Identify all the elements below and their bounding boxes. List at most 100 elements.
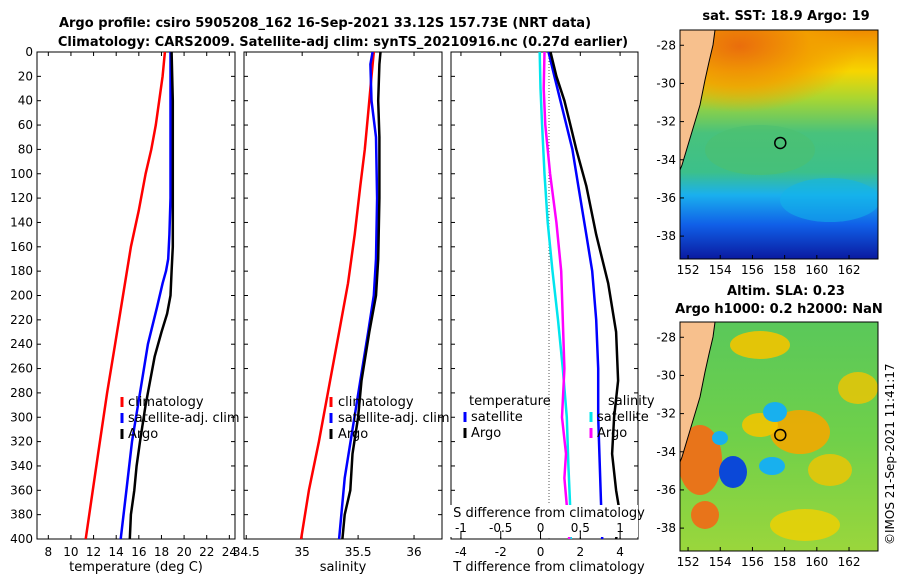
sst-map-frame (679, 29, 879, 260)
map-y-tick-label: -32 (656, 115, 676, 129)
salinity-xlabel: salinity (320, 560, 367, 575)
legend-label-argo: Argo (128, 427, 158, 442)
top-x-tick-label: -1 (455, 521, 467, 535)
y-tick-label: 200 (10, 289, 33, 303)
sla-eddy-negative (719, 456, 747, 488)
y-tick-label: 300 (10, 410, 33, 424)
y-tick-label: 20 (18, 69, 33, 83)
series-line-s-satellite (538, 52, 573, 539)
series-line-argo (128, 52, 175, 539)
y-tick-label: 60 (18, 118, 33, 132)
y-tick-label: 240 (10, 337, 33, 351)
difference-xlabel: T difference from climatology (452, 560, 645, 575)
legend-label-climatology: climatology (128, 395, 204, 410)
x-tick-label: 8 (44, 545, 52, 559)
land-mass (680, 322, 715, 462)
series-line-satellite-adj-clim (337, 52, 379, 539)
x-tick-label: 20 (176, 545, 191, 559)
sla-map-title-2: Argo h1000: 0.2 h2000: NaN (675, 302, 883, 317)
map-x-tick-label: 154 (709, 263, 732, 277)
timestamp: ©IMOS 21-Sep-2021 11:41:17 (883, 363, 897, 545)
x-tick-label: 22 (199, 545, 214, 559)
difference-lines (538, 52, 622, 539)
map-y-tick-label: -32 (656, 407, 676, 421)
sla-eddy-negative (712, 431, 728, 445)
map-x-tick-label: 156 (741, 263, 764, 277)
map-x-tick-label: 162 (838, 263, 861, 277)
sla-eddy-negative (759, 457, 785, 475)
map-y-tick-label: -38 (656, 229, 676, 243)
sla-eddy-positive (770, 509, 840, 541)
title-line-2: Climatology: CARS2009. Satellite-adj cli… (58, 35, 628, 50)
x-tick-label: 2 (576, 545, 584, 559)
map-y-tick-label: -36 (656, 191, 676, 205)
y-tick-label: 180 (10, 264, 33, 278)
map-x-tick-label: 162 (838, 555, 861, 569)
sst-map: 152 154 156 158 160 162 -28 -30 -32 -34 -36 -38 (656, 29, 879, 277)
legend-label-t-argo: Argo (471, 426, 501, 441)
sla-map: 152 154 156 158 160 162 -28 -30 -32 -34 -36 -38 (656, 321, 879, 569)
coastline (680, 30, 716, 171)
series-line-t-satellite (547, 52, 604, 539)
x-tick-label: 35 (295, 545, 310, 559)
map-y-tick-label: -28 (656, 38, 676, 52)
y-tick-label: 360 (10, 483, 33, 497)
legend-label-s-argo: Argo (597, 426, 627, 441)
map-x-tick-label: 152 (677, 555, 700, 569)
difference-panel-frame (450, 51, 639, 540)
salinity-panel-frame (243, 51, 443, 540)
series-line-s-argo (542, 52, 571, 539)
x-tick-label: 36 (406, 545, 421, 559)
sla-map-frame (679, 321, 879, 552)
series-line-climatology (84, 52, 167, 539)
map-x-tick-label: 156 (741, 555, 764, 569)
legend-label-satellite: satellite-adj. clim (128, 411, 240, 426)
salinity-ticks: 34.5 35 35.5 36 (233, 51, 442, 559)
map-x-tick-label: 160 (805, 263, 828, 277)
series-line-climatology (299, 52, 376, 539)
sla-eddy-positive (838, 372, 878, 404)
x-tick-label: 0 (537, 545, 545, 559)
sla-eddy-positive (680, 425, 722, 495)
argo-location-marker (774, 428, 787, 442)
sst-warm-core (680, 30, 878, 140)
sla-map-ticks: 152 154 156 158 160 162 -28 -30 -32 -34 -36 -38 (656, 330, 860, 569)
land-mass (680, 30, 715, 170)
sla-eddy-negative (763, 402, 787, 422)
map-y-tick-label: -34 (656, 153, 676, 167)
coastline (680, 322, 716, 463)
salinity-legend: climatology satellite-adj. clim Argo (329, 395, 450, 442)
sla-map-title-1: Altim. SLA: 0.23 (727, 284, 845, 299)
map-y-tick-label: -38 (656, 521, 676, 535)
argo-location-marker (774, 136, 787, 150)
y-tick-label: 220 (10, 313, 33, 327)
x-tick-label: 14 (109, 545, 124, 559)
top-x-tick-label: 0 (537, 521, 545, 535)
y-tick-label: 280 (10, 386, 33, 400)
sla-eddy-positive (808, 454, 852, 486)
legend-label-t-satellite: satellite (471, 410, 523, 425)
map-y-tick-label: -30 (656, 76, 676, 90)
y-tick-label: 320 (10, 435, 33, 449)
series-line-t-argo (549, 52, 622, 539)
top-x-tick-label: -0.5 (489, 521, 512, 535)
series-line-argo (341, 52, 382, 539)
legend-title-temperature: temperature (469, 394, 551, 409)
y-tick-label: 140 (10, 215, 33, 229)
legend-label-climatology: climatology (338, 395, 414, 410)
map-y-tick-label: -36 (656, 483, 676, 497)
temperature-ticks: 8 10 12 14 16 18 20 22 2402040608010012014016018… (10, 45, 237, 559)
sla-eddy-positive (770, 410, 830, 454)
top-x-tick-label: 0.5 (571, 521, 590, 535)
series-line-satellite-adj-clim (119, 52, 172, 539)
y-tick-label: 160 (10, 240, 33, 254)
y-tick-label: 40 (18, 94, 33, 108)
legend-label-argo: Argo (338, 427, 368, 442)
temperature-panel-frame (36, 51, 236, 540)
difference-legend: temperature salinity satellite Argo sate… (463, 394, 655, 441)
title-line-1: Argo profile: csiro 5905208_162 16-Sep-2… (59, 16, 591, 31)
y-tick-label: 400 (10, 532, 33, 546)
map-y-tick-label: -28 (656, 330, 676, 344)
sla-eddy-positive (730, 331, 790, 359)
